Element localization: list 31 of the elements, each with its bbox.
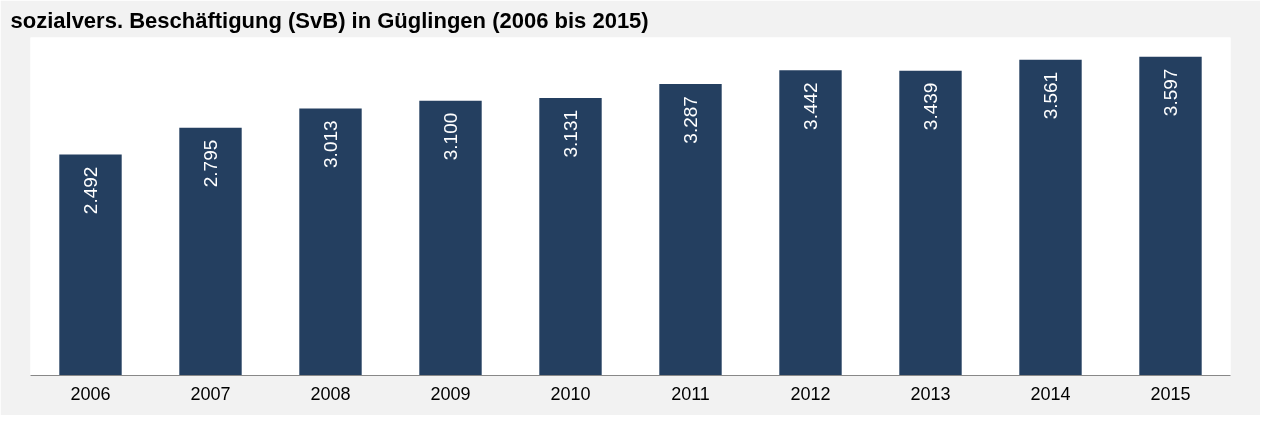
x-tick-label: 2007 — [190, 383, 231, 404]
x-tick-label: 2008 — [310, 383, 351, 404]
data-label: 2.795 — [200, 139, 221, 188]
data-label: 2.492 — [80, 166, 101, 215]
chart-title: sozialvers. Beschäftigung (SvB) in Güglingen (2006 bis 2015) — [10, 7, 649, 33]
data-label: 3.597 — [1160, 68, 1181, 117]
bar — [539, 97, 602, 376]
x-tick-label: 2015 — [1150, 383, 1191, 404]
bar — [59, 154, 122, 376]
data-label: 3.013 — [320, 120, 341, 168]
bar — [779, 70, 842, 376]
bar — [1019, 59, 1082, 376]
x-tick-label: 2013 — [910, 383, 951, 404]
data-label: 3.439 — [920, 82, 941, 131]
data-label: 3.131 — [560, 109, 581, 158]
data-label: 3.100 — [440, 112, 461, 161]
bar — [899, 70, 962, 376]
x-tick-label: 2006 — [70, 383, 111, 404]
bar — [419, 100, 482, 376]
data-label: 3.442 — [800, 82, 821, 130]
data-label: 3.287 — [680, 96, 701, 144]
bar — [299, 108, 362, 376]
x-tick-label: 2014 — [1030, 383, 1071, 404]
bar — [659, 84, 722, 376]
bar — [1139, 56, 1202, 376]
data-label: 3.561 — [1040, 71, 1061, 120]
x-tick-label: 2009 — [430, 383, 471, 404]
x-tick-label: 2012 — [790, 383, 831, 404]
x-tick-label: 2011 — [671, 383, 710, 404]
bar — [179, 127, 242, 376]
x-tick-label: 2010 — [550, 383, 591, 404]
